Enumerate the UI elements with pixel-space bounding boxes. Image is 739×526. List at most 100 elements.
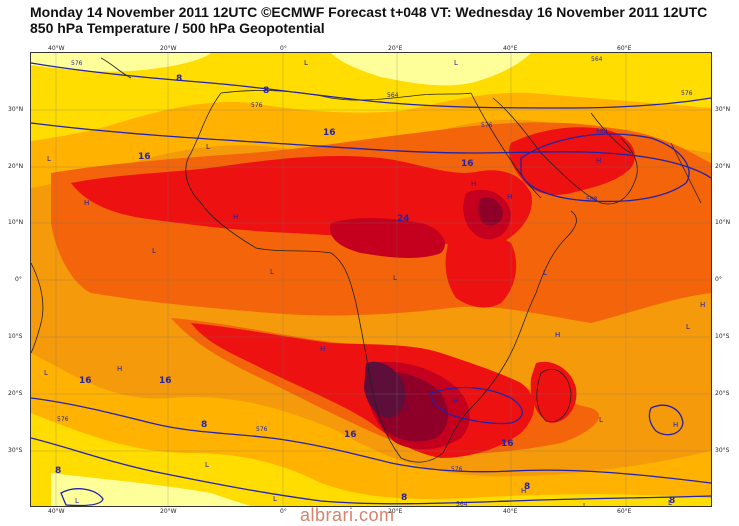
contour-label: 16 bbox=[79, 376, 92, 386]
high-pressure-marker: H bbox=[84, 199, 89, 207]
low-pressure-marker: L bbox=[270, 268, 274, 276]
contour-label: 576 bbox=[256, 426, 268, 433]
high-pressure-marker: H bbox=[700, 301, 705, 309]
low-pressure-marker: L bbox=[668, 499, 672, 506]
temperature-field-pale-northwest bbox=[31, 53, 211, 72]
temperature-field-crimson-central bbox=[330, 218, 445, 258]
bottom-longitude-label: 40°E bbox=[503, 508, 518, 515]
high-pressure-marker: H bbox=[117, 365, 122, 373]
contour-label: 16 bbox=[323, 128, 336, 138]
top-longitude-label: 20°W bbox=[160, 45, 177, 52]
temperature-field-bright-yellow-south bbox=[31, 413, 711, 506]
low-pressure-marker: L bbox=[599, 416, 603, 424]
map-title: Monday 14 November 2011 12UTC ©ECMWF For… bbox=[30, 4, 708, 20]
geopotential-contour-588-arabia-loop bbox=[520, 133, 690, 203]
contour-label: 16 bbox=[501, 439, 514, 449]
left-latitude-label: 0° bbox=[15, 276, 22, 283]
low-pressure-marker: L bbox=[205, 461, 209, 469]
temperature-field-red-east-africa bbox=[445, 231, 517, 308]
top-longitude-label: 20°E bbox=[388, 45, 403, 52]
low-pressure-marker: L bbox=[543, 269, 547, 277]
contour-label: 576 bbox=[251, 102, 263, 109]
geopotential-contour-576-north bbox=[31, 62, 711, 109]
geopotential-contour-low-southwest bbox=[60, 488, 104, 506]
contour-label: 564 bbox=[387, 92, 399, 99]
watermark: albrari.com bbox=[300, 505, 395, 525]
contour-label: 8 bbox=[263, 86, 269, 96]
low-pressure-marker: L bbox=[393, 274, 397, 282]
bottom-longitude-label: 20°W bbox=[160, 508, 177, 515]
right-latitude-label: 10°S bbox=[715, 333, 730, 340]
low-pressure-centers: L L L L L L L L L L L L L L L L bbox=[44, 59, 690, 506]
coastline-east-africa bbox=[442, 210, 577, 454]
left-latitude-label: 10°S bbox=[8, 333, 23, 340]
right-latitude-label: 10°N bbox=[715, 219, 731, 226]
right-latitude-label: 20°S bbox=[715, 390, 730, 397]
high-pressure-marker: H bbox=[471, 180, 476, 188]
top-longitude-label: 0° bbox=[280, 45, 287, 52]
high-pressure-marker: H bbox=[555, 331, 560, 339]
high-pressure-marker: H bbox=[453, 397, 458, 405]
bottom-longitude-label: 20°E bbox=[388, 508, 403, 515]
forecast-map-svg: 8 8 16 16 16 16 16 16 24 8 8 16 8 8 8 57… bbox=[31, 53, 711, 506]
bottom-longitude-label: 60°E bbox=[617, 508, 632, 515]
contour-label: 8 bbox=[401, 493, 407, 503]
coastline-brazil bbox=[31, 262, 44, 354]
temperature-field-red-arabia bbox=[509, 127, 635, 195]
high-pressure-marker: H bbox=[521, 487, 526, 495]
left-latitude-label: 10°N bbox=[8, 219, 24, 226]
bottom-longitude-label: 0° bbox=[280, 508, 287, 515]
high-pressure-marker: H bbox=[596, 157, 601, 165]
geopotential-contour-labels: 576 576 564 564 576 588 576 576 576 588 … bbox=[57, 56, 693, 506]
forecast-map: 8 8 16 16 16 16 16 16 24 8 8 16 8 8 8 57… bbox=[30, 52, 712, 507]
contour-label: 24 bbox=[397, 214, 410, 224]
top-longitude-label: 40°W bbox=[48, 45, 65, 52]
temperature-field-bright-yellow-north bbox=[31, 53, 711, 141]
contour-label: 16 bbox=[138, 152, 151, 162]
low-pressure-marker: L bbox=[583, 502, 587, 506]
low-pressure-marker: L bbox=[686, 323, 690, 331]
contour-label: 576 bbox=[451, 466, 463, 473]
map-subtitle: 850 hPa Temperature / 500 hPa Geopotenti… bbox=[30, 20, 325, 36]
contour-label: 8 bbox=[55, 466, 61, 476]
temperature-field-pale-north bbox=[331, 53, 531, 86]
coastline-persian-gulf bbox=[590, 112, 632, 154]
left-latitude-label: 30°N bbox=[8, 106, 24, 113]
low-pressure-marker: L bbox=[75, 497, 79, 505]
temperature-field-maroon-kalahari bbox=[364, 361, 406, 418]
geopotential-contour-588-north bbox=[31, 122, 711, 179]
right-latitude-label: 30°N bbox=[715, 106, 731, 113]
high-pressure-marker: H bbox=[405, 404, 410, 412]
low-pressure-marker: L bbox=[206, 143, 210, 151]
geopotential-contours bbox=[31, 62, 711, 506]
contour-label: 16 bbox=[461, 159, 474, 169]
right-latitude-label: 30°S bbox=[715, 447, 730, 454]
contour-label: 16 bbox=[344, 430, 357, 440]
geopotential-contour-576-southwest bbox=[31, 397, 711, 484]
low-pressure-marker: L bbox=[44, 369, 48, 377]
coastline-arabia bbox=[492, 97, 638, 205]
left-latitude-label: 20°N bbox=[8, 163, 24, 170]
left-latitude-label: 20°S bbox=[8, 390, 23, 397]
temperature-field-pale-south bbox=[51, 473, 251, 506]
contour-label: 576 bbox=[71, 60, 83, 67]
contour-label: 564 bbox=[456, 501, 468, 506]
geopotential-contour-low-southeast bbox=[648, 404, 684, 436]
contour-label: 8 bbox=[669, 496, 675, 506]
graticule bbox=[31, 53, 711, 506]
left-latitude-label: 30°S bbox=[8, 447, 23, 454]
high-pressure-marker: H bbox=[233, 213, 238, 221]
contour-label: 576 bbox=[681, 90, 693, 97]
contour-label: 8 bbox=[524, 482, 530, 492]
right-latitude-label: 0° bbox=[715, 276, 722, 283]
top-longitude-label: 40°E bbox=[503, 45, 518, 52]
temperature-contour-labels: 8 8 16 16 16 16 16 16 24 8 8 16 8 8 8 bbox=[55, 74, 675, 506]
temperature-field-dark-red-ethiopia bbox=[478, 197, 503, 226]
contour-label: 8 bbox=[201, 420, 207, 430]
low-pressure-marker: L bbox=[454, 59, 458, 67]
top-longitude-label: 60°E bbox=[617, 45, 632, 52]
coastline-madagascar bbox=[536, 368, 572, 423]
contour-label: 588 bbox=[596, 128, 608, 135]
high-pressure-marker: H bbox=[320, 345, 325, 353]
coastline-west-africa bbox=[185, 92, 444, 463]
